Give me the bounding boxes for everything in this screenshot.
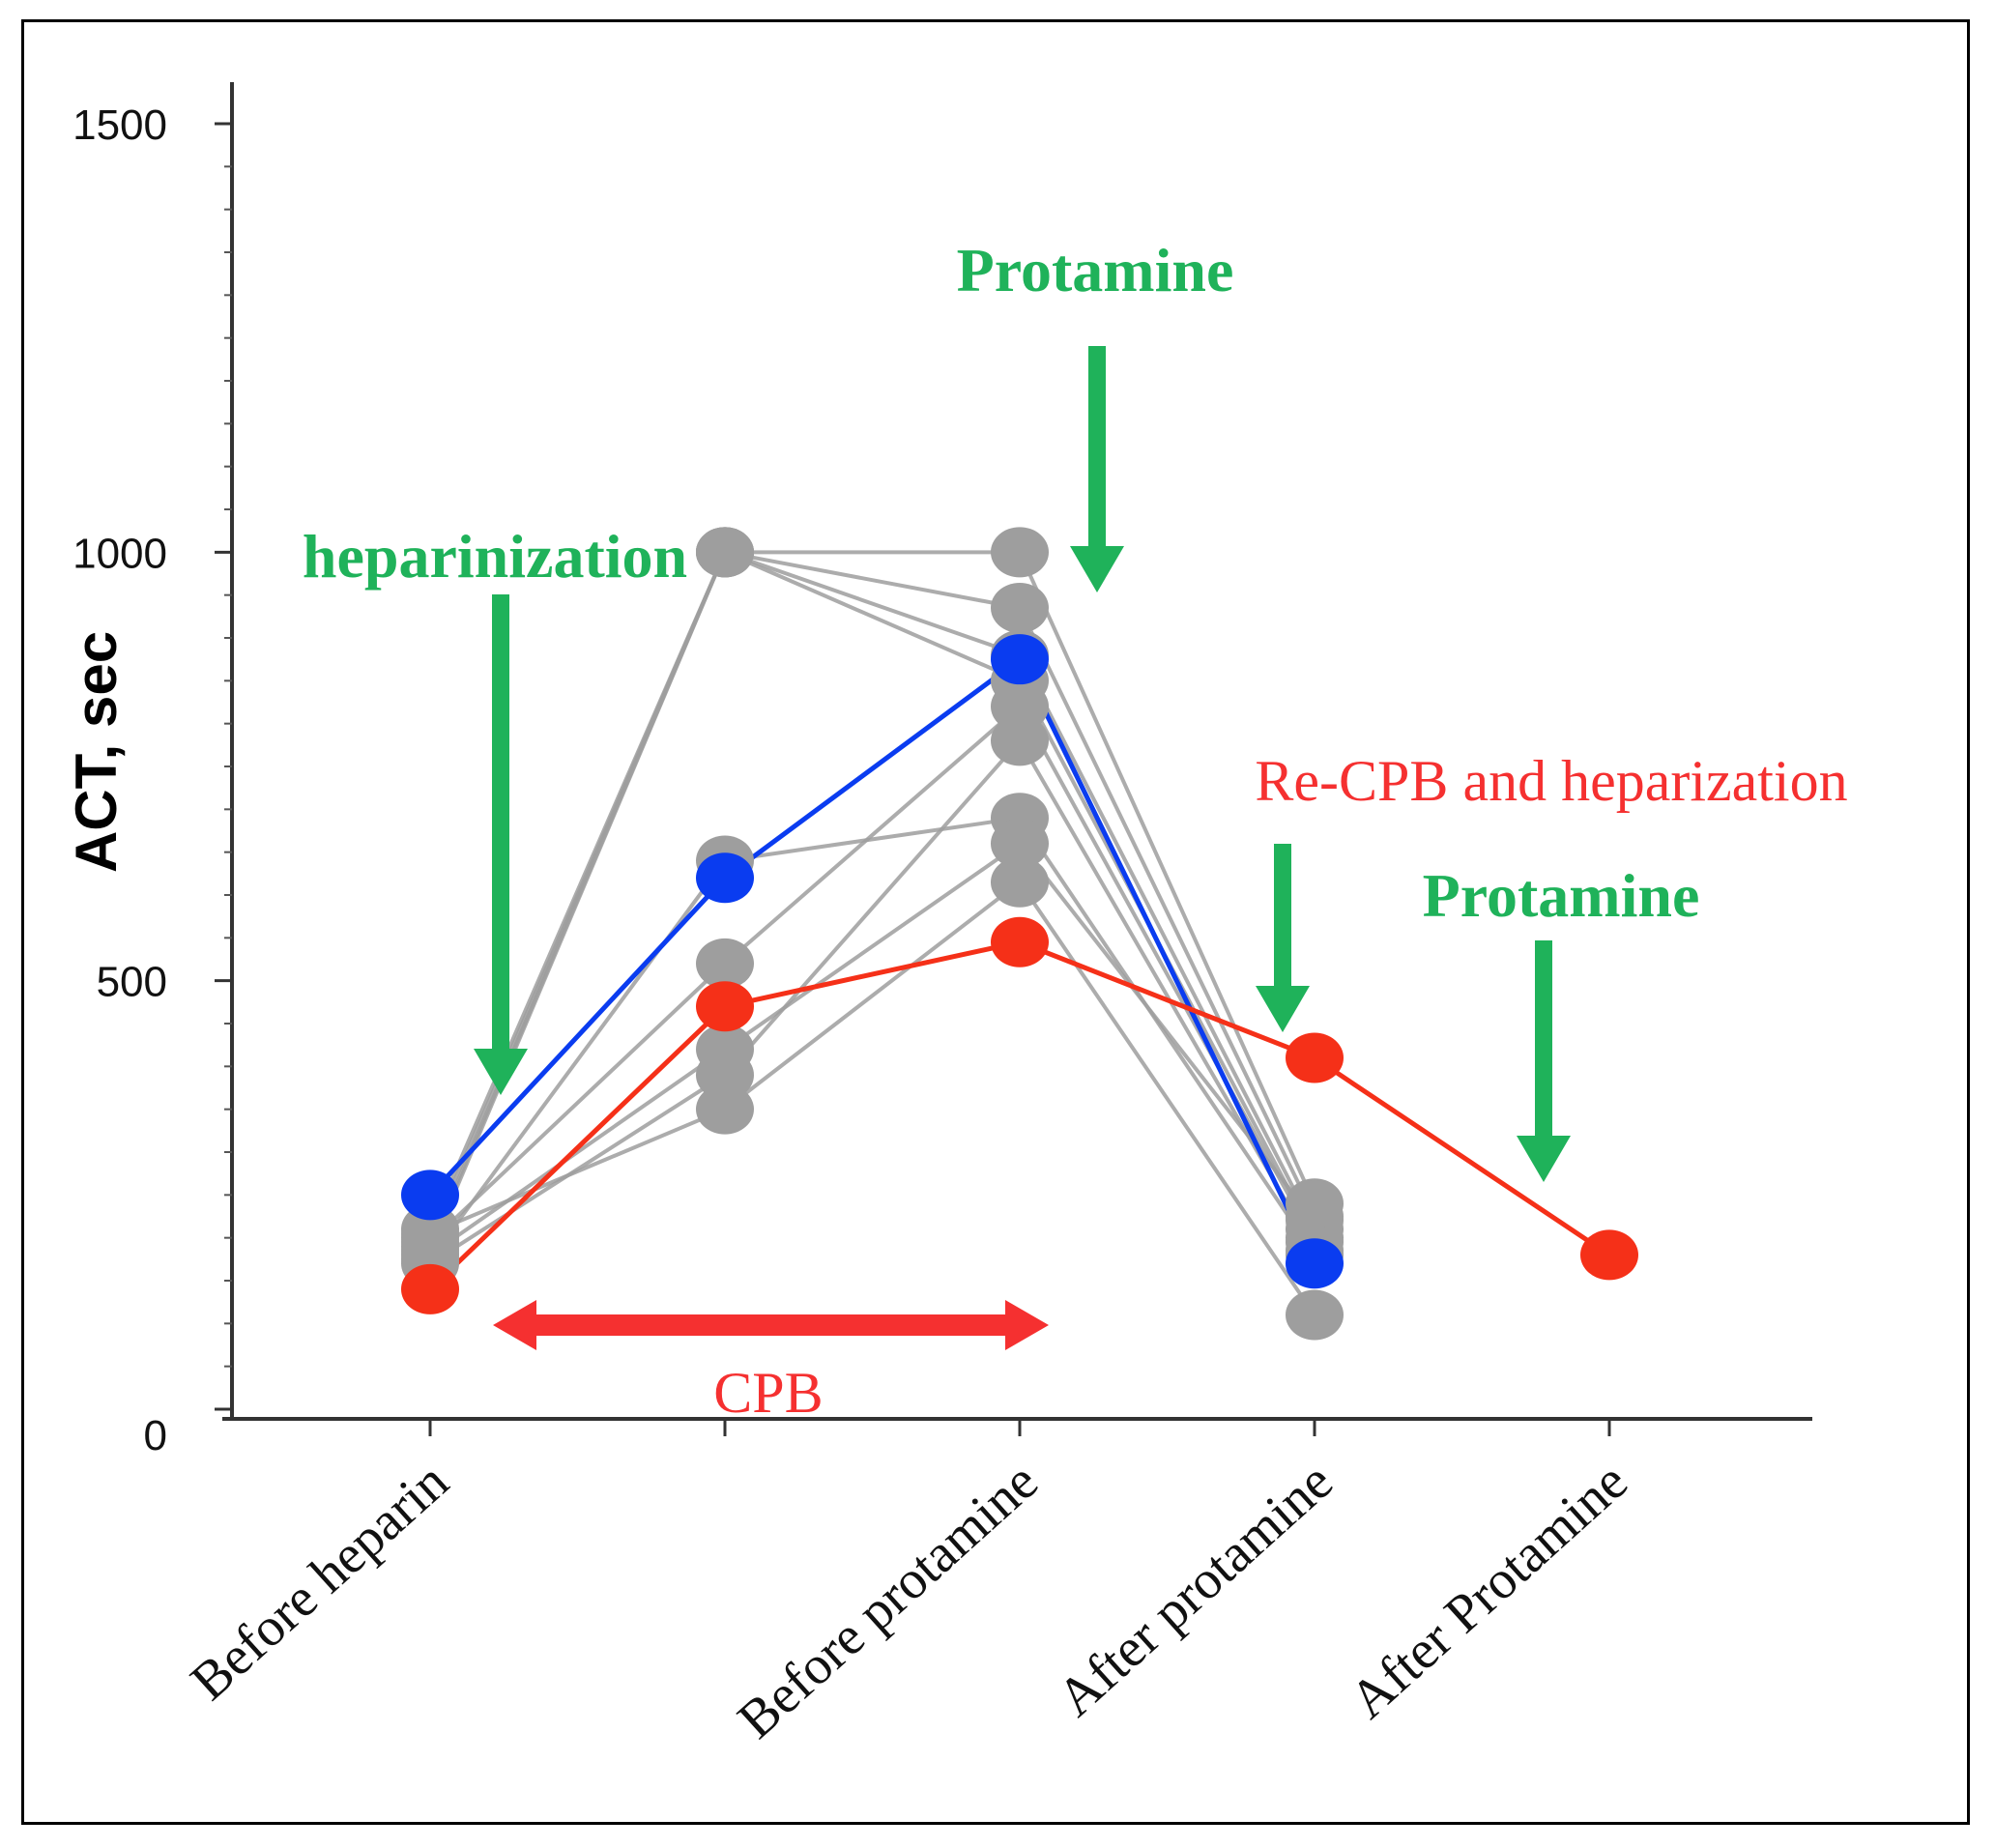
patient-gray-1-line (428, 550, 1316, 1239)
patient-red-point (1580, 1229, 1638, 1281)
patient-gray-9-point (991, 856, 1049, 908)
annotation-re-cpb: Re-CPB and heparization (1255, 749, 1847, 813)
patient-red-line (428, 939, 1611, 1291)
patient-red-point (401, 1263, 459, 1314)
x-tick-label: After protamine (1046, 1452, 1344, 1728)
cpb-arrow-right-head (1005, 1300, 1049, 1350)
chart-svg: 0 500 1000 1500 ACT, sec Before heparin Before… (64, 82, 1848, 1750)
recpb-arrow-shaft (1274, 844, 1291, 990)
patient-gray-9-point (696, 1083, 754, 1135)
x-tick-label: Before heparin (180, 1452, 460, 1713)
patient-blue-point (1286, 1238, 1344, 1289)
patient-gray-2-line (428, 550, 1316, 1248)
patient-gray-3-line (428, 549, 1316, 1230)
patient-gray-7-line (428, 841, 1316, 1257)
x-tick-label: After Protamine (1339, 1452, 1639, 1731)
annotation-heparinization: heparinization (303, 522, 687, 591)
series-lines (428, 549, 1611, 1316)
protamine-arrow-1-head (1070, 546, 1124, 592)
annotation-protamine-1: Protamine (957, 236, 1234, 304)
recpb-arrow-head (1256, 986, 1310, 1032)
patient-gray-2-point (991, 582, 1049, 633)
patient-gray-7-point (991, 818, 1049, 869)
protamine-arrow-2-shaft (1535, 940, 1552, 1140)
patient-gray-9-line (429, 879, 1316, 1316)
patient-gray-5-line (428, 816, 1316, 1261)
y-axis-label: ACT, sec (64, 631, 129, 873)
annotations: heparinization Protamine Re-CPB and hepari… (303, 236, 1848, 1425)
patient-blue-line (428, 655, 1317, 1265)
patient-blue-point (401, 1169, 459, 1221)
annotation-cpb: CPB (713, 1361, 823, 1425)
y-tick-label: 1000 (72, 530, 167, 577)
series-points (401, 527, 1638, 1341)
protamine-arrow-2-head (1517, 1136, 1571, 1182)
patient-blue-point (991, 634, 1049, 685)
heparinization-arrow-shaft (492, 594, 509, 1053)
chart-frame: 0 500 1000 1500 ACT, sec Before heparin Before… (21, 19, 1970, 1825)
patient-gray-8-point (991, 715, 1049, 766)
heparinization-arrow-head (474, 1049, 528, 1095)
patient-gray-8-line (428, 736, 1316, 1265)
x-tick-label: Before protamine (727, 1452, 1050, 1750)
patient-red-point (991, 916, 1049, 967)
patient-gray-6-point (696, 938, 754, 989)
cpb-arrow-left-head (493, 1300, 536, 1350)
patient-gray-9-point (1286, 1289, 1344, 1341)
patient-gray-1-point (991, 527, 1049, 578)
annotation-protamine-2: Protamine (1423, 861, 1700, 930)
y-tick-label: 500 (97, 959, 167, 1006)
y-tick-label: 1500 (72, 101, 167, 149)
patient-gray-4-line (428, 549, 1316, 1252)
patient-gray-6-line (428, 703, 1316, 1244)
protamine-arrow-1-shaft (1088, 346, 1106, 550)
cpb-arrow-shaft (527, 1314, 1010, 1336)
patient-red-point (696, 981, 754, 1032)
patient-red-point (1286, 1032, 1344, 1083)
y-tick-label: 0 (144, 1412, 167, 1459)
patient-gray-9-point (401, 1208, 459, 1259)
patient-blue-point (696, 852, 754, 904)
patient-gray-4-point (696, 527, 754, 578)
